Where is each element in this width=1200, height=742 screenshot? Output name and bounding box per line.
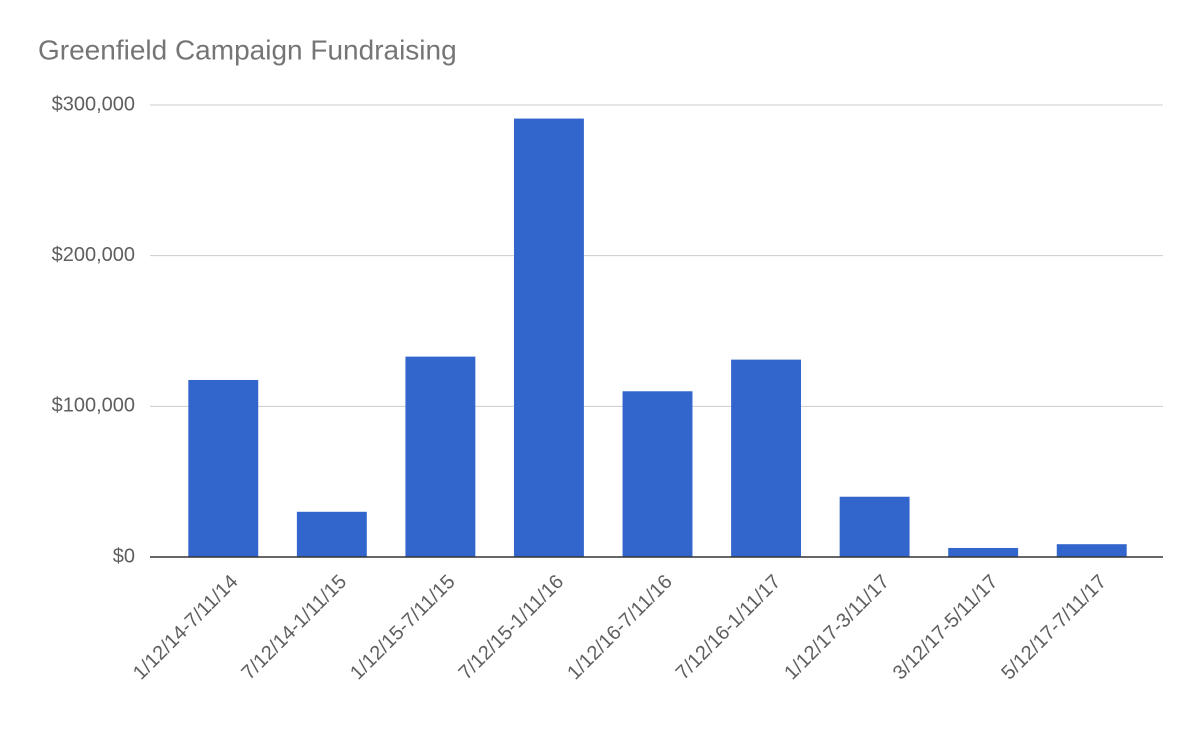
x-tick-label: 7/12/14-1/11/15 (238, 571, 352, 685)
x-tick-label: 1/12/15-7/11/15 (346, 571, 460, 685)
y-tick-label: $200,000 (52, 244, 135, 266)
bar (188, 379, 259, 557)
x-tick-label: 7/12/15-1/11/16 (455, 571, 569, 685)
y-tick-label: $300,000 (52, 93, 135, 115)
bar (622, 391, 693, 557)
x-tick-label: 1/12/14-7/11/14 (129, 571, 243, 685)
bar (948, 547, 1019, 557)
bar (839, 496, 910, 557)
y-tick-label: $0 (113, 545, 135, 567)
bar (405, 356, 476, 557)
x-tick-label: 1/12/16-7/11/16 (563, 571, 677, 685)
bar (731, 359, 802, 557)
bar (296, 511, 367, 557)
chart-title: Greenfield Campaign Fundraising (38, 34, 457, 65)
bar (1056, 544, 1127, 557)
x-tick-label: 1/12/17-3/11/17 (780, 571, 894, 685)
y-tick-label: $100,000 (52, 395, 135, 417)
x-tick-label: 5/12/17-7/11/17 (997, 571, 1111, 685)
bar (513, 118, 584, 557)
x-tick-label: 7/12/16-1/11/17 (672, 571, 786, 685)
x-tick-label: 3/12/17-5/11/17 (889, 571, 1003, 685)
